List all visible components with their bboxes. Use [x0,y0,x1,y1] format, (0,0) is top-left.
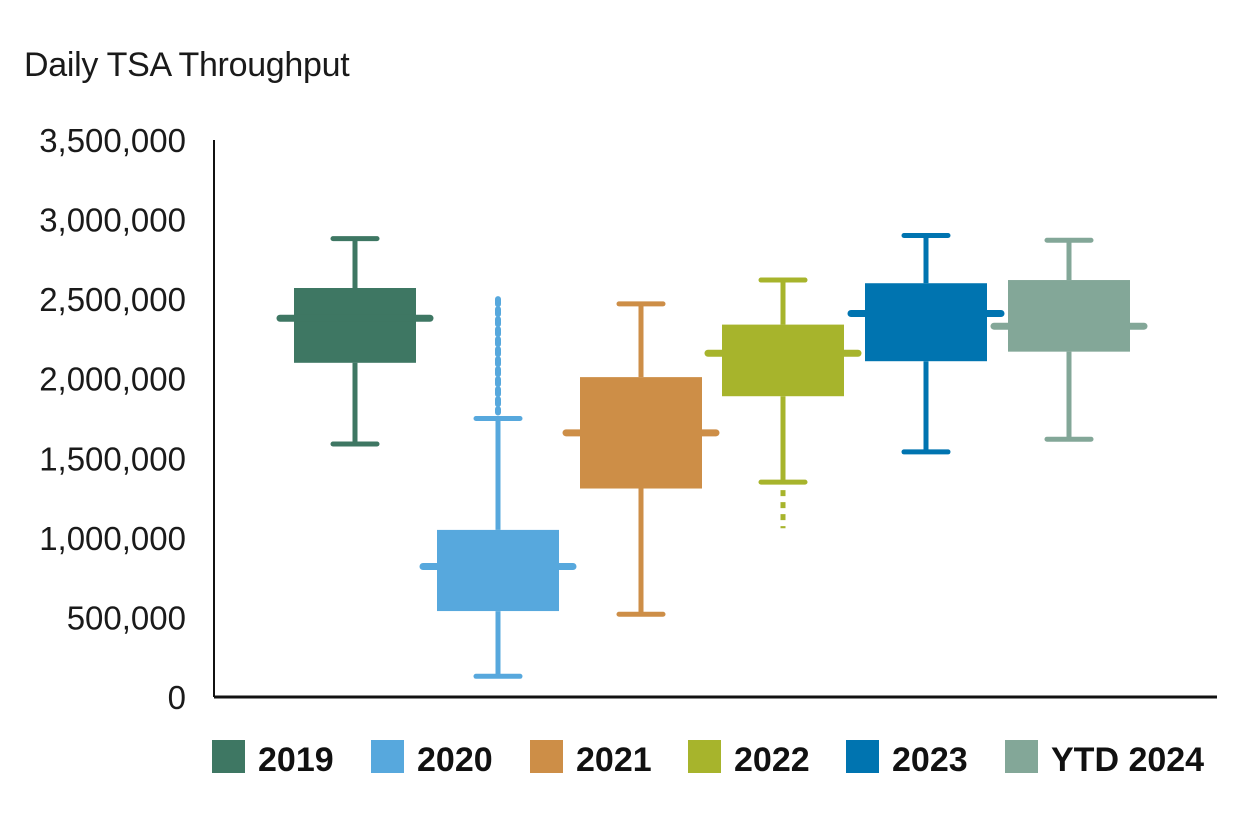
interquartile-box [865,283,987,362]
y-tick-label: 1,000,000 [39,520,186,557]
chart-title: Daily TSA Throughput [24,46,350,84]
legend-item: 2023 [846,740,968,779]
legend-swatch [688,740,721,773]
legend-label: 2021 [576,741,652,779]
box-2023 [847,232,1005,455]
y-tick-label: 3,000,000 [39,202,186,239]
legend-swatch [1005,740,1038,773]
box-2019 [276,236,434,447]
y-tick-label: 500,000 [67,599,186,636]
legend-label: 2023 [892,741,968,779]
legend: 2019 2020 2021 2022 2023 YTD 2024 [212,740,1204,779]
box-ytd-2024 [990,237,1148,442]
legend-label: 2020 [417,741,493,779]
legend-swatch [212,740,245,773]
interquartile-box [294,288,416,363]
legend-swatch [846,740,879,773]
legend-label: 2022 [734,741,810,779]
y-tick-label: 1,500,000 [39,440,186,477]
box-series-group [276,232,1148,679]
interquartile-box [437,529,559,612]
box-2022 [704,277,862,529]
y-tick-label: 2,000,000 [39,361,186,398]
y-axis-tick-labels: 0 500,000 1,000,000 1,500,000 2,000,000 2,500… [39,122,186,716]
interquartile-box [1008,280,1130,352]
legend-item: 2021 [530,740,652,779]
y-tick-label: 2,500,000 [39,281,186,318]
box-2020 [419,296,577,679]
legend-item: 2019 [212,740,334,779]
interquartile-box [722,324,844,397]
legend-item: 2022 [688,740,810,779]
y-tick-label: 3,500,000 [39,122,186,159]
legend-label: YTD 2024 [1051,741,1204,779]
box-2021 [562,301,720,617]
legend-item: YTD 2024 [1005,740,1204,779]
legend-swatch [371,740,404,773]
legend-label: 2019 [258,741,334,779]
legend-item: 2020 [371,740,493,779]
legend-swatch [530,740,563,773]
y-tick-label: 0 [168,679,186,716]
